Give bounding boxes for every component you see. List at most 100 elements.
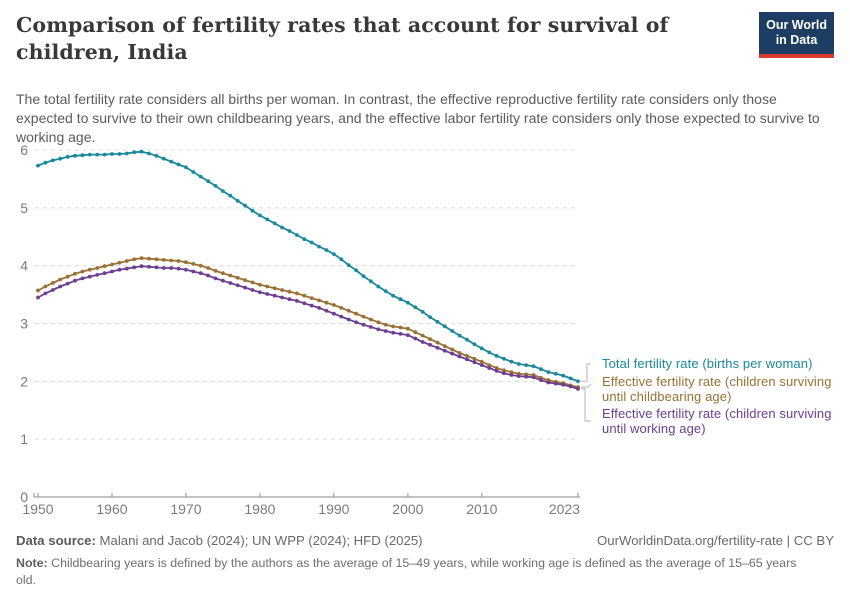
series-1-point-1967 [161, 258, 166, 262]
series-0-point-1979 [250, 208, 255, 213]
series-2-point-1963 [132, 265, 137, 270]
series-0-point-1968 [169, 159, 174, 164]
series-1-point-1982 [272, 286, 277, 291]
series-0-point-1987 [309, 240, 314, 245]
series-2-point-1980 [258, 290, 262, 295]
series-0-point-1993 [354, 268, 358, 273]
series-2-point-1979 [250, 288, 255, 292]
series-1-point-1970 [184, 260, 188, 265]
series-1-point-1968 [169, 258, 174, 263]
series-2-point-2001 [413, 336, 418, 341]
series-1-point-2006 [450, 347, 455, 352]
series-1-point-1993 [354, 311, 358, 316]
series-0-point-1956 [80, 153, 85, 158]
series-0-point-1952 [50, 158, 55, 163]
series-0-point-2004 [435, 319, 440, 324]
series-1-point-1959 [102, 264, 107, 269]
series-1-point-1953 [58, 277, 63, 282]
series-1-point-1990 [332, 303, 336, 307]
series-0-point-1980 [258, 213, 262, 218]
series-1-point-1978 [243, 278, 248, 282]
legend-connector-0 [581, 363, 591, 382]
series-0-point-2015 [516, 362, 521, 366]
series-1-point-2007 [457, 351, 462, 355]
series-2-point-1961 [117, 267, 122, 272]
series-1-point-1986 [302, 293, 307, 298]
series-0-point-1988 [317, 244, 321, 249]
series-1-point-1961 [117, 260, 122, 265]
series-1-point-1971 [191, 262, 196, 266]
series-1-point-1988 [317, 298, 321, 303]
series-0-point-1981 [265, 217, 270, 222]
series-0-point-2008 [465, 337, 469, 342]
series-0-point-2000 [406, 300, 410, 305]
series-2-point-1958 [95, 273, 100, 277]
series-2-point-1950 [36, 295, 40, 300]
series-0-point-1960 [110, 152, 114, 156]
series-2-point-1956 [80, 276, 85, 281]
series-1-point-1972 [198, 263, 203, 268]
series-2-point-2015 [516, 374, 521, 378]
series-0-point-1975 [221, 189, 225, 194]
series-0-point-1973 [206, 179, 211, 184]
series-0-point-1978 [243, 203, 248, 208]
series-2-point-1998 [391, 330, 395, 335]
series-2-point-2020 [553, 381, 558, 386]
series-0-point-2013 [502, 356, 506, 361]
series-0-point-2014 [509, 359, 514, 364]
owid-url-link[interactable]: OurWorldinData.org/fertility-rate | CC B… [597, 533, 834, 548]
x-tick-label-2000: 2000 [392, 501, 423, 517]
series-1-point-1957 [87, 267, 92, 272]
series-2-point-1954 [65, 281, 70, 286]
series-1-point-1965 [147, 256, 151, 261]
series-2-point-2014 [509, 373, 514, 377]
series-2-point-1969 [176, 266, 181, 271]
footnote-label: Note: [16, 556, 48, 570]
series-1-point-2000 [406, 326, 410, 331]
series-2-point-1967 [161, 266, 166, 270]
series-0-point-2018 [539, 367, 543, 372]
series-2-point-1959 [102, 271, 107, 276]
series-2-point-1986 [302, 301, 307, 306]
series-0-point-2001 [413, 305, 418, 310]
series-1-point-1975 [221, 271, 225, 276]
series-0-point-2011 [487, 350, 492, 355]
series-1-point-1995 [369, 317, 373, 322]
series-1-point-1952 [50, 281, 55, 285]
series-0-point-1969 [176, 162, 181, 167]
series-2-point-1976 [228, 281, 233, 285]
owid-logo-line2: in Data [775, 33, 818, 48]
series-0-point-2019 [546, 370, 551, 374]
series-2-point-2011 [487, 366, 492, 370]
x-tick-label-1970: 1970 [170, 501, 201, 517]
series-0-point-1966 [154, 153, 159, 158]
series-2-point-2008 [465, 357, 469, 362]
series-2-point-2000 [406, 333, 410, 337]
series-0-point-1955 [73, 153, 77, 158]
series-1-point-1992 [346, 308, 351, 313]
series-0-point-1971 [191, 170, 196, 174]
series-1-point-1989 [324, 300, 329, 305]
series-2-point-1985 [295, 299, 299, 303]
series-1-point-2008 [465, 354, 469, 358]
series-2-point-1964 [139, 264, 144, 269]
series-1-point-2012 [494, 366, 499, 370]
series-2-point-1951 [43, 291, 48, 296]
series-2-point-2003 [428, 343, 432, 347]
footer: Data source: Malani and Jacob (2024); UN… [16, 533, 834, 548]
data-source-line: Data source: Malani and Jacob (2024); UN… [16, 533, 423, 548]
series-1-point-1973 [206, 266, 211, 270]
series-1-point-1987 [309, 296, 314, 300]
series-label-total-fertility: Total fertility rate (births per woman) [602, 356, 813, 371]
series-0-point-1994 [361, 274, 366, 278]
series-2-point-2004 [435, 345, 440, 350]
series-0-point-2005 [442, 324, 447, 329]
series-1-point-2001 [413, 330, 418, 335]
series-0-point-2023 [576, 379, 580, 384]
series-0-point-1992 [346, 263, 351, 267]
series-0-point-1964 [139, 149, 144, 154]
series-2-point-1952 [50, 288, 55, 292]
series-2-point-2019 [546, 380, 551, 385]
series-1-point-1983 [280, 288, 284, 292]
series-1-point-1956 [80, 269, 85, 274]
